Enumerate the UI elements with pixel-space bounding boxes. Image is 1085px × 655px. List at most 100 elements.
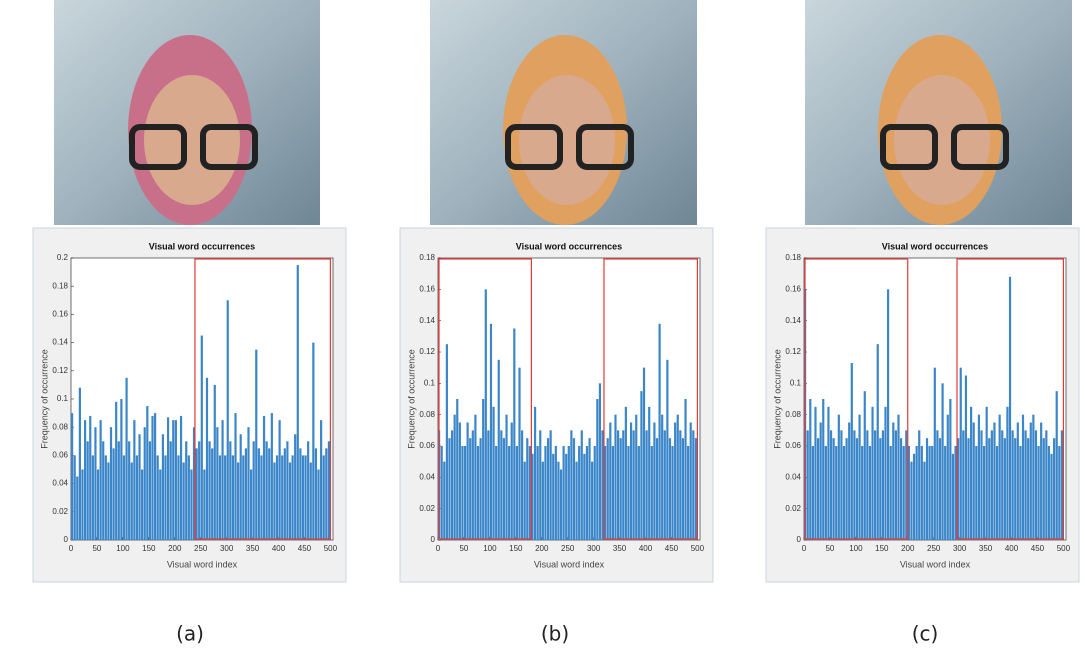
bar [684, 399, 687, 540]
x-tick-label: 350 [979, 544, 993, 553]
bar [562, 446, 565, 540]
bar [96, 469, 100, 540]
bar [448, 438, 451, 540]
bar [309, 462, 312, 540]
bar [632, 430, 635, 540]
bar [858, 414, 861, 540]
bar [505, 414, 508, 540]
x-tick-label: 450 [665, 544, 679, 553]
bar [627, 446, 630, 540]
bar [1034, 430, 1038, 540]
bar [257, 448, 260, 540]
chart-title: Visual word occurrences [516, 241, 622, 251]
bar [268, 448, 271, 540]
bar [977, 414, 980, 540]
bar [76, 476, 79, 540]
bar [107, 462, 110, 540]
bar [224, 455, 227, 540]
bar [179, 415, 183, 540]
bar [653, 422, 656, 540]
bar [1019, 446, 1022, 540]
bar [159, 469, 162, 540]
bar [172, 420, 175, 540]
bar [312, 342, 315, 540]
y-tick-label: 0.02 [785, 504, 801, 513]
x-tick-label: 50 [92, 544, 101, 553]
y-tick-label: 0.2 [57, 253, 69, 262]
bar [154, 413, 157, 540]
bar [161, 434, 164, 540]
bar [899, 438, 903, 540]
bar [811, 446, 814, 540]
x-axis-label: Visual word index [900, 559, 971, 569]
bar [141, 469, 144, 540]
bar [81, 469, 84, 540]
caption: (a) [176, 622, 204, 646]
x-tick-label: 450 [298, 544, 312, 553]
x-tick-label: 500 [691, 544, 705, 553]
bar [575, 461, 578, 540]
y-tick-label: 0.02 [419, 504, 435, 513]
bar [213, 384, 216, 540]
x-tick-label: 100 [116, 544, 130, 553]
bar [138, 434, 141, 540]
bar [1008, 276, 1012, 540]
x-tick-label: 300 [953, 544, 967, 553]
y-tick-label: 0.1 [424, 378, 436, 387]
y-tick-label: 0.16 [785, 284, 801, 293]
bar [148, 441, 152, 540]
bar [164, 455, 167, 540]
bar [944, 446, 947, 540]
bar [931, 446, 934, 540]
bar [125, 377, 128, 540]
bar [229, 441, 232, 540]
x-tick-label: 200 [168, 544, 182, 553]
y-tick-label: 0.12 [419, 347, 435, 356]
y-tick-label: 0.02 [52, 507, 68, 516]
x-tick-label: 250 [927, 544, 941, 553]
bar [853, 430, 856, 540]
caption: (b) [541, 622, 569, 646]
y-tick-label: 0 [64, 535, 69, 544]
bar [533, 406, 537, 540]
highlight-box [804, 258, 909, 540]
bar [674, 422, 677, 540]
bar [1021, 414, 1025, 540]
x-tick-label: 0 [436, 544, 441, 553]
bar [539, 430, 542, 540]
bar [567, 446, 570, 540]
bar [115, 401, 118, 540]
y-axis-label: Frequency of occurrence [39, 349, 49, 449]
y-tick-label: 0.04 [785, 472, 801, 481]
bar [982, 446, 986, 540]
y-tick-label: 0.16 [419, 284, 435, 293]
bar [301, 455, 305, 540]
bar [593, 446, 596, 540]
bar [1042, 438, 1045, 540]
bar [609, 422, 612, 540]
bar [990, 430, 993, 540]
bar [487, 430, 490, 540]
bar [988, 438, 991, 540]
bar [489, 323, 493, 540]
bar [205, 377, 209, 540]
bar [262, 415, 266, 540]
bar [471, 430, 474, 540]
bar [1014, 438, 1017, 540]
bar [94, 427, 97, 540]
bar [1011, 430, 1014, 540]
bar [239, 434, 242, 540]
bar [203, 469, 206, 540]
x-tick-label: 300 [587, 544, 601, 553]
bar [484, 289, 487, 540]
bar [143, 427, 146, 540]
bar [185, 441, 188, 540]
bar [692, 430, 695, 540]
bar [174, 420, 177, 540]
bar [112, 448, 115, 540]
bar [975, 446, 978, 540]
bar [135, 455, 139, 540]
bar [1058, 446, 1061, 540]
bar [492, 406, 495, 540]
bar [1037, 446, 1040, 540]
